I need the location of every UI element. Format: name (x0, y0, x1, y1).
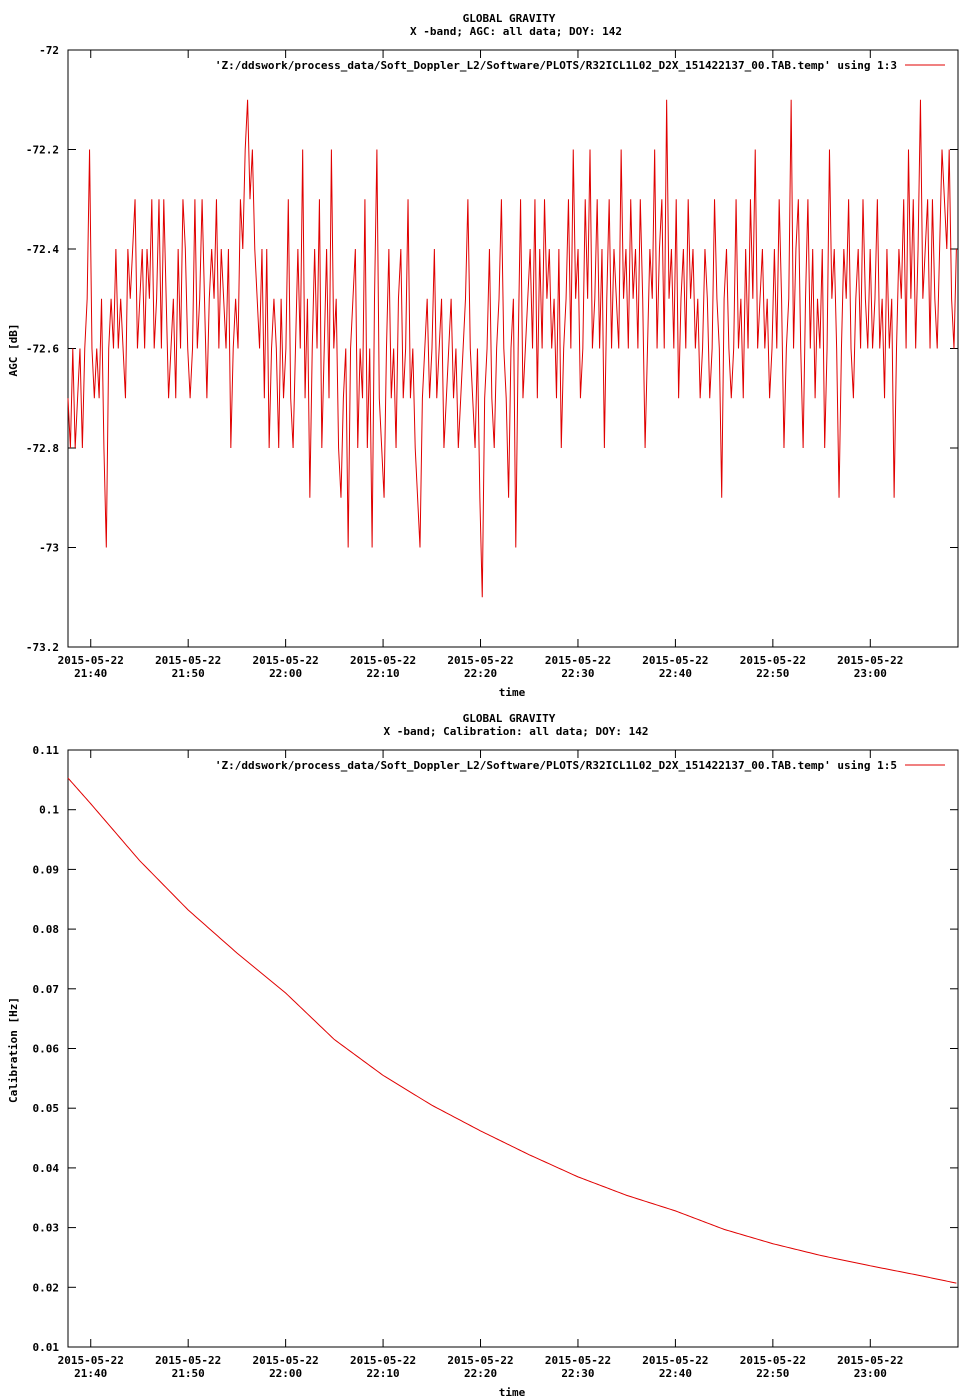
y-tick-label: 0.04 (33, 1162, 60, 1175)
x-tick-time-label: 22:40 (659, 667, 692, 680)
y-tick-label: 0.03 (33, 1222, 60, 1235)
x-tick-time-label: 22:10 (367, 667, 400, 680)
y-tick-label: -72 (39, 44, 59, 57)
x-tick-date-label: 2015-05-22 (155, 1354, 221, 1367)
y-tick-label: 0.01 (33, 1341, 60, 1354)
y-tick-label: -72.8 (26, 442, 59, 455)
x-tick-time-label: 22:50 (756, 667, 789, 680)
agc-legend-label: 'Z:/ddswork/process_data/Soft_Doppler_L2… (215, 59, 897, 72)
x-tick-time-label: 21:40 (74, 1367, 107, 1380)
x-tick-date-label: 2015-05-22 (837, 654, 903, 667)
x-tick-time-label: 21:50 (172, 667, 205, 680)
y-tick-label: 0.08 (33, 923, 60, 936)
y-tick-label: -72.4 (26, 243, 59, 256)
x-tick-time-label: 22:30 (561, 667, 594, 680)
x-tick-date-label: 2015-05-22 (58, 654, 124, 667)
data-series-line (67, 777, 957, 1284)
x-tick-time-label: 22:50 (756, 1367, 789, 1380)
x-tick-date-label: 2015-05-22 (740, 1354, 806, 1367)
x-tick-date-label: 2015-05-22 (642, 1354, 708, 1367)
y-tick-label: -72.6 (26, 343, 59, 356)
calibration-chart: GLOBAL GRAVITY X -band; Calibration: all… (0, 700, 980, 1400)
agc-chart-title: GLOBAL GRAVITY (463, 12, 556, 25)
calibration-x-axis-label: time (499, 1386, 526, 1399)
x-tick-time-label: 22:00 (269, 1367, 302, 1380)
y-tick-label: 0.02 (33, 1281, 60, 1294)
calibration-legend-label: 'Z:/ddswork/process_data/Soft_Doppler_L2… (215, 759, 897, 772)
x-tick-time-label: 21:40 (74, 667, 107, 680)
x-tick-time-label: 22:10 (367, 1367, 400, 1380)
x-tick-date-label: 2015-05-22 (837, 1354, 903, 1367)
x-tick-time-label: 22:20 (464, 1367, 497, 1380)
agc-chart: GLOBAL GRAVITY X -band; AGC: all data; D… (7, 12, 959, 699)
x-tick-time-label: 22:40 (659, 1367, 692, 1380)
x-tick-date-label: 2015-05-22 (545, 654, 611, 667)
x-tick-date-label: 2015-05-22 (350, 1354, 416, 1367)
calibration-chart-subtitle: X -band; Calibration: all data; DOY: 142 (384, 725, 649, 738)
calibration-chart-svg: GLOBAL GRAVITY X -band; Calibration: all… (7, 712, 959, 1399)
y-tick-label: -72.2 (26, 144, 59, 157)
x-tick-time-label: 22:30 (561, 1367, 594, 1380)
agc-plot-frame (67, 49, 959, 648)
x-tick-date-label: 2015-05-22 (740, 654, 806, 667)
x-tick-time-label: 21:50 (172, 1367, 205, 1380)
x-tick-time-label: 23:00 (854, 1367, 887, 1380)
x-tick-time-label: 22:00 (269, 667, 302, 680)
y-tick-label: 0.11 (33, 744, 60, 757)
calibration-y-axis-label: Calibration [Hz] (7, 997, 20, 1103)
y-tick-label: 0.06 (33, 1043, 60, 1056)
y-tick-label: -73 (39, 542, 59, 555)
x-tick-date-label: 2015-05-22 (447, 1354, 513, 1367)
x-tick-date-label: 2015-05-22 (253, 1354, 319, 1367)
x-tick-time-label: 23:00 (854, 667, 887, 680)
x-tick-date-label: 2015-05-22 (545, 1354, 611, 1367)
y-tick-label: 0.05 (33, 1102, 60, 1115)
x-tick-date-label: 2015-05-22 (155, 654, 221, 667)
agc-x-axis-label: time (499, 686, 526, 699)
y-tick-label: 0.09 (33, 863, 60, 876)
x-tick-time-label: 22:20 (464, 667, 497, 680)
y-tick-label: 0.07 (33, 983, 60, 996)
x-tick-date-label: 2015-05-22 (253, 654, 319, 667)
agc-chart-svg: GLOBAL GRAVITY X -band; AGC: all data; D… (7, 12, 959, 699)
x-tick-date-label: 2015-05-22 (447, 654, 513, 667)
calibration-chart-title: GLOBAL GRAVITY (463, 712, 556, 725)
x-tick-date-label: 2015-05-22 (58, 1354, 124, 1367)
agc-chart-subtitle: X -band; AGC: all data; DOY: 142 (410, 25, 622, 38)
y-tick-label: -73.2 (26, 641, 59, 654)
x-tick-date-label: 2015-05-22 (350, 654, 416, 667)
y-tick-label: 0.1 (39, 804, 59, 817)
x-tick-date-label: 2015-05-22 (642, 654, 708, 667)
calibration-plot-frame (67, 749, 959, 1348)
agc-y-axis-label: AGC [dB] (7, 324, 20, 377)
data-series-line (67, 99, 957, 598)
